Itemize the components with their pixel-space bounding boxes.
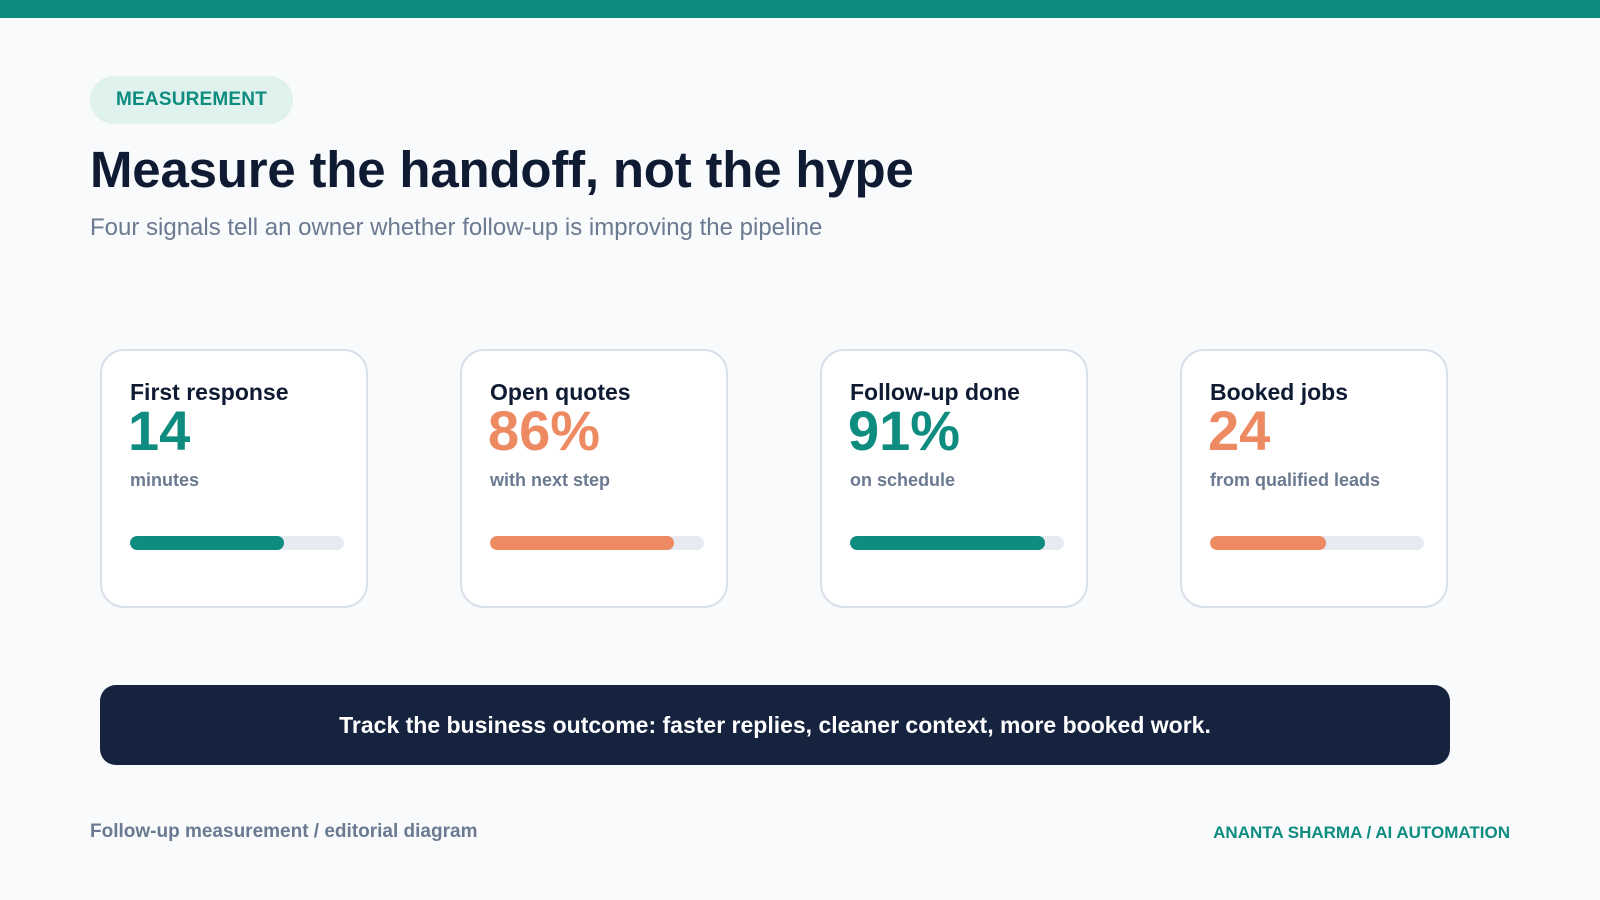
- progress-track: [490, 536, 704, 550]
- metric-value: 24: [1208, 399, 1271, 462]
- metric-caption: from qualified leads: [1210, 470, 1381, 490]
- progress-fill: [850, 536, 1045, 550]
- progress-fill: [130, 536, 285, 550]
- progress-track: [1210, 536, 1424, 550]
- metric-label: Open quotes: [490, 379, 631, 405]
- metric-caption: with next step: [490, 470, 611, 490]
- metric-label: Booked jobs: [1210, 379, 1349, 405]
- metric-card-follow-up-done: Follow-up done 91% on schedule: [820, 349, 1088, 608]
- metric-value: 86%: [488, 399, 601, 462]
- progress-track: [130, 536, 344, 550]
- metric-label: Follow-up done: [850, 379, 1020, 405]
- page-subtitle: Four signals tell an owner whether follo…: [90, 214, 823, 241]
- page-title: Measure the handoff, not the hype: [90, 141, 914, 198]
- progress-fill: [490, 536, 675, 550]
- top-accent-bar: [0, 0, 1600, 18]
- takeaway-banner: Track the business outcome: faster repli…: [100, 685, 1450, 765]
- progress-fill: [1210, 536, 1326, 550]
- metric-label: First response: [130, 379, 289, 405]
- footer-author: ANANTA SHARMA / AI AUTOMATION: [1213, 823, 1510, 842]
- footer-caption: Follow-up measurement / editorial diagra…: [90, 821, 478, 842]
- section-tag: MEASUREMENT: [90, 76, 294, 124]
- metric-value: 91%: [848, 399, 961, 462]
- metric-value: 14: [128, 399, 191, 462]
- metric-card-booked-jobs: Booked jobs 24 from qualified leads: [1180, 349, 1448, 608]
- progress-track: [850, 536, 1064, 550]
- metric-card-open-quotes: Open quotes 86% with next step: [460, 349, 728, 608]
- metric-caption: minutes: [130, 470, 200, 490]
- metric-caption: on schedule: [850, 470, 956, 490]
- metric-card-first-response: First response 14 minutes: [100, 349, 368, 608]
